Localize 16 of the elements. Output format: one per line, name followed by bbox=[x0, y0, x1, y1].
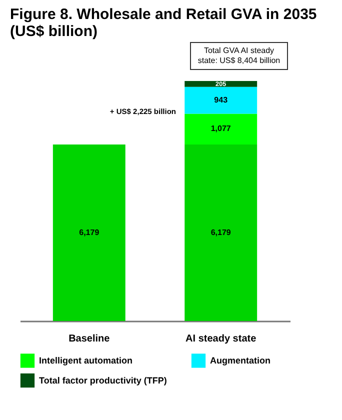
chart-title: Figure 8. Wholesale and Retail GVA in 2035 (US$ billion) bbox=[9, 5, 318, 40]
bar bbox=[184, 81, 258, 87]
legend-label: Intelligent automation bbox=[39, 356, 132, 366]
text: Total GVA AI steady state: US$ 8,404 billion bbox=[190, 42, 288, 70]
data-label: 943 bbox=[214, 95, 228, 104]
bar bbox=[52, 144, 126, 321]
data-label: 6,179 bbox=[210, 228, 232, 237]
x-tick-label: AI steady state bbox=[186, 334, 257, 344]
x-tick-label: Baseline bbox=[68, 334, 110, 344]
bar bbox=[184, 114, 258, 145]
data-label: 1,077 bbox=[210, 124, 232, 134]
bar bbox=[184, 86, 258, 114]
bar bbox=[184, 144, 258, 321]
legend-label: Total factor productivity (TFP) bbox=[39, 376, 167, 386]
data-label: 6,179 bbox=[79, 228, 100, 237]
legend-label: Augmentation bbox=[210, 356, 270, 366]
